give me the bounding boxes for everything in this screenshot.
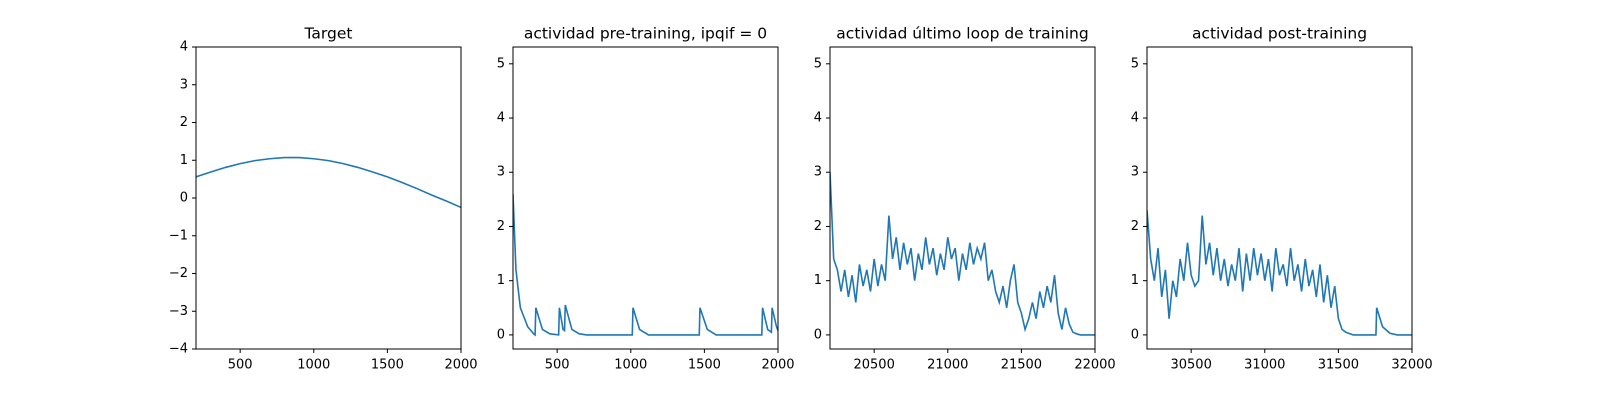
y-tick-label: 3 — [180, 77, 188, 92]
y-tick-label: 4 — [497, 111, 505, 126]
y-tick-label: 1 — [814, 273, 822, 288]
y-tick-label: −3 — [169, 304, 188, 319]
y-tick-label: 3 — [814, 165, 822, 180]
plot-area — [830, 172, 1095, 336]
subplot: Target 500 1000 1500 2000 −4 −3 −2 −1 0 1 2 3 4 — [169, 25, 478, 373]
y-tick-label: −2 — [169, 266, 188, 281]
y-tick-label: 0 — [497, 327, 505, 342]
y-tick-label: 1 — [497, 273, 505, 288]
x-tick-label: 2000 — [761, 358, 794, 373]
y-tick-label: 3 — [497, 165, 505, 180]
y-tick-label: 2 — [180, 115, 188, 130]
y-tick-label: 4 — [814, 111, 822, 126]
data-line — [830, 172, 1095, 336]
x-tick-label: 2000 — [444, 358, 477, 373]
x-tick-label: 22000 — [1074, 358, 1115, 373]
x-tick-label: 32000 — [1391, 358, 1432, 373]
y-tick-label: 3 — [1131, 165, 1139, 180]
subplot-title: actividad post-training — [1192, 25, 1367, 43]
y-tick-label: 5 — [814, 56, 822, 71]
data-line — [513, 193, 778, 337]
y-tick-label: 5 — [1131, 56, 1139, 71]
x-tick-label: 500 — [228, 358, 253, 373]
y-tick-label: 2 — [1131, 219, 1139, 234]
y-tick-label: 2 — [497, 219, 505, 234]
y-tick-label: 0 — [180, 191, 188, 206]
y-tick-label: 2 — [814, 219, 822, 234]
y-tick-label: −4 — [169, 342, 188, 357]
x-tick-label: 1500 — [371, 358, 404, 373]
x-tick-label: 30500 — [1170, 358, 1211, 373]
x-tick-label: 1000 — [614, 358, 647, 373]
y-tick-label: 1 — [180, 153, 188, 168]
x-tick-label: 31000 — [1244, 358, 1285, 373]
subplot-title: Target — [304, 25, 353, 43]
data-line — [196, 156, 461, 209]
data-line — [1147, 210, 1412, 336]
y-tick-label: 4 — [1131, 111, 1139, 126]
plot-area — [1147, 210, 1412, 336]
axes-frame — [829, 46, 1096, 350]
axes-frame — [512, 46, 779, 350]
plot-area — [196, 156, 461, 209]
x-tick-label: 31500 — [1318, 358, 1359, 373]
x-tick-label: 500 — [545, 358, 570, 373]
x-tick-label: 20500 — [853, 358, 894, 373]
x-tick-label: 1000 — [297, 358, 330, 373]
y-tick-label: 1 — [1131, 273, 1139, 288]
x-tick-label: 21000 — [927, 358, 968, 373]
x-tick-label: 21500 — [1001, 358, 1042, 373]
plot-area — [513, 193, 778, 337]
y-tick-label: −1 — [169, 228, 188, 243]
y-tick-label: 0 — [814, 327, 822, 342]
subplot: actividad pre-training, ipqif = 0 500 1000… — [497, 25, 795, 373]
y-tick-label: 0 — [1131, 327, 1139, 342]
axes-frame — [1146, 46, 1413, 350]
subplot-title: actividad último loop de training — [836, 25, 1088, 43]
x-tick-label: 1500 — [688, 358, 721, 373]
y-tick-label: 4 — [180, 40, 188, 55]
y-tick-label: 5 — [497, 56, 505, 71]
subplot-title: actividad pre-training, ipqif = 0 — [524, 25, 767, 43]
